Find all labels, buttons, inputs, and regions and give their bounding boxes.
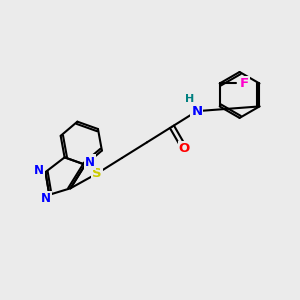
- Text: S: S: [92, 167, 102, 180]
- Text: N: N: [191, 105, 203, 118]
- Text: N: N: [85, 155, 95, 168]
- Text: N: N: [85, 156, 94, 169]
- Text: N: N: [34, 164, 44, 177]
- Text: O: O: [179, 142, 190, 155]
- Text: N: N: [41, 192, 51, 205]
- Text: H: H: [185, 94, 194, 104]
- Text: F: F: [240, 77, 249, 90]
